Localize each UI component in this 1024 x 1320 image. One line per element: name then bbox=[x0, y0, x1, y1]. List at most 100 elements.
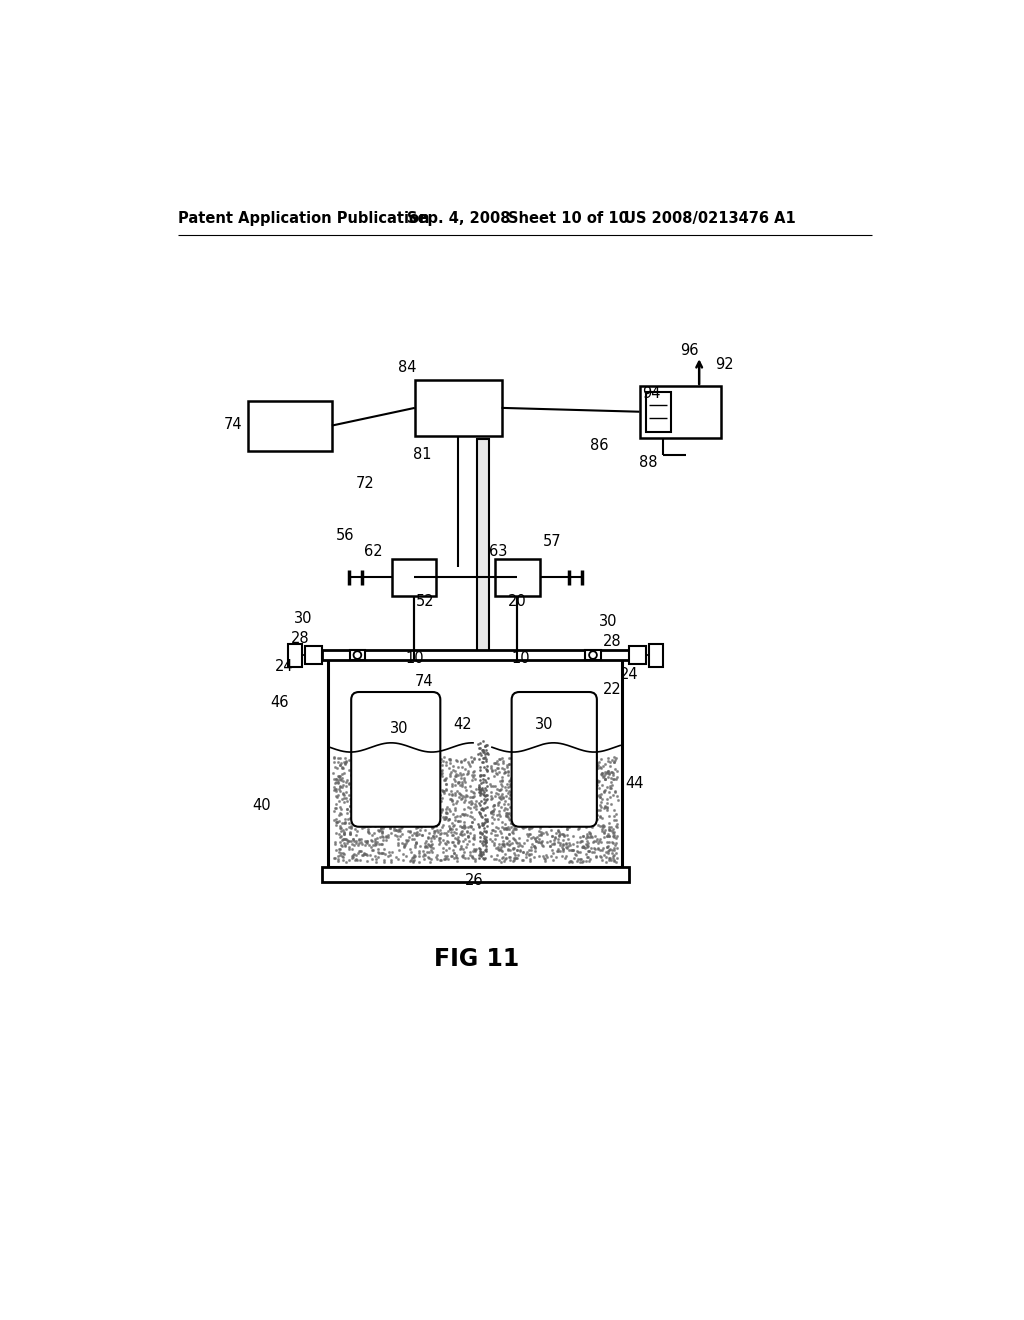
Point bbox=[606, 821, 623, 842]
Point bbox=[384, 842, 400, 863]
Point bbox=[445, 842, 462, 863]
Point bbox=[490, 801, 507, 822]
Point bbox=[438, 807, 455, 828]
Point bbox=[430, 751, 446, 772]
Point bbox=[532, 814, 549, 836]
Point bbox=[496, 762, 512, 783]
Point bbox=[343, 768, 359, 789]
Point bbox=[356, 843, 373, 865]
Point bbox=[599, 825, 615, 846]
Point bbox=[567, 843, 584, 865]
Point bbox=[523, 843, 540, 865]
Point bbox=[447, 760, 464, 781]
Point bbox=[471, 779, 487, 800]
Point bbox=[346, 771, 362, 792]
Point bbox=[332, 780, 348, 801]
Point bbox=[457, 804, 473, 825]
Point bbox=[482, 785, 499, 807]
Point bbox=[477, 833, 494, 854]
Point bbox=[450, 829, 466, 850]
Point bbox=[492, 838, 508, 859]
Point bbox=[499, 756, 515, 777]
Point bbox=[495, 788, 511, 809]
Point bbox=[464, 845, 480, 866]
Point bbox=[330, 748, 346, 770]
Point bbox=[504, 793, 520, 814]
Point bbox=[600, 760, 616, 781]
Point bbox=[423, 834, 439, 855]
Point bbox=[356, 834, 373, 855]
Point bbox=[593, 821, 609, 842]
Point bbox=[388, 820, 404, 841]
Point bbox=[605, 785, 622, 807]
Point bbox=[506, 842, 522, 863]
Point bbox=[333, 752, 349, 774]
Point bbox=[460, 751, 476, 772]
Point bbox=[446, 807, 463, 828]
Point bbox=[608, 813, 625, 834]
Point bbox=[473, 845, 489, 866]
Point bbox=[339, 799, 355, 820]
Point bbox=[597, 768, 613, 789]
Point bbox=[406, 822, 422, 843]
Point bbox=[599, 792, 615, 813]
Point bbox=[339, 832, 355, 853]
Point bbox=[558, 834, 574, 855]
Point bbox=[474, 779, 490, 800]
Point bbox=[532, 821, 549, 842]
Point bbox=[434, 759, 451, 780]
Point bbox=[501, 809, 517, 830]
Point bbox=[456, 812, 472, 833]
Point bbox=[433, 760, 450, 781]
Point bbox=[553, 814, 569, 836]
Point bbox=[505, 768, 521, 789]
Point bbox=[331, 838, 347, 859]
Point bbox=[420, 826, 436, 847]
Point bbox=[332, 796, 348, 817]
Point bbox=[523, 817, 540, 838]
Point bbox=[505, 809, 521, 830]
Point bbox=[602, 777, 618, 799]
Point bbox=[466, 825, 482, 846]
Point bbox=[501, 847, 517, 869]
Point bbox=[352, 829, 369, 850]
Point bbox=[547, 826, 563, 847]
Point bbox=[501, 803, 517, 824]
Point bbox=[442, 762, 459, 783]
Point bbox=[433, 801, 450, 822]
Text: 96: 96 bbox=[681, 343, 699, 359]
Point bbox=[473, 799, 489, 820]
Point bbox=[454, 836, 470, 857]
Point bbox=[464, 750, 480, 771]
Point bbox=[430, 805, 446, 826]
Point bbox=[449, 791, 465, 812]
Point bbox=[505, 838, 521, 859]
Point bbox=[478, 838, 495, 859]
Point bbox=[563, 840, 580, 861]
Text: 56: 56 bbox=[336, 528, 354, 544]
Point bbox=[534, 816, 550, 837]
Point bbox=[487, 759, 504, 780]
Point bbox=[423, 828, 439, 849]
Point bbox=[428, 846, 444, 867]
Point bbox=[604, 750, 621, 771]
Point bbox=[579, 834, 595, 855]
Point bbox=[543, 820, 559, 841]
Point bbox=[365, 814, 381, 836]
Point bbox=[328, 808, 344, 829]
Text: 28: 28 bbox=[603, 635, 622, 649]
Point bbox=[421, 841, 437, 862]
Point bbox=[530, 829, 547, 850]
Point bbox=[522, 816, 539, 837]
Point bbox=[606, 768, 623, 789]
Point bbox=[429, 813, 445, 834]
Point bbox=[412, 836, 428, 857]
Point bbox=[489, 779, 506, 800]
Point bbox=[476, 829, 493, 850]
Point bbox=[330, 849, 346, 870]
Point bbox=[408, 832, 424, 853]
Point bbox=[603, 771, 620, 792]
Point bbox=[437, 803, 454, 824]
Point bbox=[472, 772, 488, 793]
Point bbox=[518, 846, 535, 867]
